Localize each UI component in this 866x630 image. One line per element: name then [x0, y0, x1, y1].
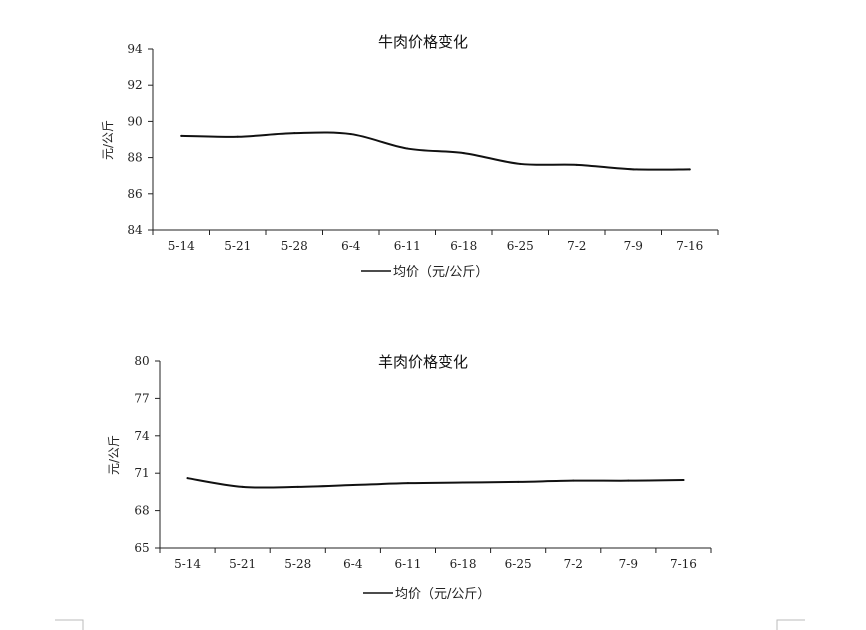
- lamb-data-point: [186, 477, 189, 480]
- beef-x-tick-label: 6-4: [341, 239, 361, 253]
- beef-plot-area: 84 86 88 90 92 94 5-14 5-21 5-28 6-4 6-11 6-18 6-25 7…: [127, 42, 719, 253]
- beef-x-tick-label: 5-28: [281, 239, 308, 253]
- page-corner-mark-left: [55, 619, 84, 630]
- lamb-y-tick-label: 71: [134, 466, 149, 480]
- lamb-x-tick-label: 7-16: [670, 557, 697, 571]
- page-corner-mark-right: [776, 619, 805, 630]
- beef-y-tick-label: 88: [127, 151, 142, 165]
- beef-data-point: [519, 162, 522, 165]
- lamb-x-tick-label: 5-21: [229, 557, 256, 571]
- beef-price-line: [180, 131, 691, 171]
- beef-x-tick-label: 5-21: [224, 239, 251, 253]
- lamb-y-tick-label: 80: [134, 354, 149, 368]
- beef-x-tick-label: 7-16: [676, 239, 703, 253]
- lamb-data-point: [241, 485, 244, 488]
- lamb-y-axis-label: 元/公斤: [107, 435, 121, 475]
- beef-x-tick-label: 7-9: [624, 239, 643, 253]
- beef-y-axis-label: 元/公斤: [101, 120, 115, 160]
- lamb-data-point: [462, 481, 465, 484]
- lamb-x-tick-label: 6-4: [343, 557, 363, 571]
- beef-x-tick-label: 6-18: [450, 239, 477, 253]
- beef-x-tick-label: 7-2: [567, 239, 586, 253]
- beef-data-point: [180, 134, 183, 137]
- beef-chart: 牛肉价格变化 元/公斤 84 86 88 90 92 94 5-14 5-21 5-28 6-4 6…: [101, 33, 719, 280]
- beef-y-tick-label: 84: [127, 223, 143, 237]
- beef-legend: 均价（元/公斤）: [361, 265, 488, 280]
- beef-data-point: [236, 135, 239, 138]
- lamb-x-tick-label: 5-28: [284, 557, 311, 571]
- lamb-data-point: [351, 484, 354, 487]
- beef-x-tick-label: 6-25: [507, 239, 534, 253]
- beef-x-tick-label: 5-14: [168, 239, 195, 253]
- beef-y-tick-label: 94: [127, 42, 143, 56]
- beef-data-point: [575, 163, 578, 166]
- beef-legend-label: 均价（元/公斤）: [393, 265, 488, 280]
- beef-y-tick-label: 92: [127, 78, 142, 92]
- lamb-data-point: [627, 479, 630, 482]
- lamb-x-tick-label: 5-14: [174, 557, 201, 571]
- beef-data-point: [349, 133, 352, 136]
- beef-data-point: [462, 152, 465, 155]
- lamb-data-point: [296, 485, 299, 488]
- lamb-chart-title: 羊肉价格变化: [378, 353, 468, 371]
- lamb-x-tick-label: 6-25: [505, 557, 532, 571]
- lamb-y-tick-label: 68: [134, 504, 149, 518]
- lamb-x-tick-label: 6-18: [450, 557, 477, 571]
- beef-data-point: [632, 168, 635, 171]
- beef-y-tick-label: 86: [127, 187, 142, 201]
- lamb-data-point: [572, 479, 575, 482]
- beef-x-tick-label: 6-11: [394, 239, 421, 253]
- beef-data-point: [688, 168, 691, 171]
- beef-data-point: [293, 132, 296, 135]
- lamb-price-line: [186, 477, 685, 489]
- lamb-x-tick-label: 6-11: [394, 557, 421, 571]
- lamb-y-tick-label: 74: [134, 429, 150, 443]
- lamb-y-tick-label: 65: [134, 541, 149, 555]
- lamb-x-tick-label: 7-2: [564, 557, 583, 571]
- beef-data-point: [406, 147, 409, 150]
- lamb-y-tick-label: 77: [134, 391, 149, 405]
- lamb-legend-label: 均价（元/公斤）: [395, 587, 490, 602]
- beef-chart-title: 牛肉价格变化: [378, 33, 468, 51]
- lamb-x-tick-label: 7-9: [619, 557, 638, 571]
- lamb-plot-area: 65 68 71 74 77 80 5-14 5-21 5-28 6-4 6-11 6-18 6-25 7…: [134, 354, 712, 571]
- lamb-data-point: [682, 479, 685, 482]
- lamb-data-point: [406, 482, 409, 485]
- lamb-legend: 均价（元/公斤）: [363, 587, 490, 602]
- lamb-data-point: [517, 480, 520, 483]
- beef-y-tick-label: 90: [127, 114, 142, 128]
